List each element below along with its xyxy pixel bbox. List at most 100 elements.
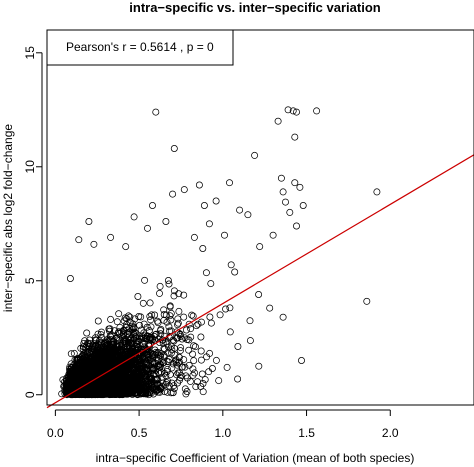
data-point xyxy=(128,358,136,366)
data-point xyxy=(156,282,164,290)
data-point xyxy=(251,151,259,159)
data-point xyxy=(135,387,143,395)
data-point xyxy=(106,327,114,335)
data-point xyxy=(156,289,163,297)
data-point xyxy=(197,383,205,390)
data-point xyxy=(188,311,196,319)
data-point xyxy=(192,383,200,391)
data-point xyxy=(157,327,164,335)
data-point xyxy=(145,327,153,334)
data-point xyxy=(156,352,164,359)
data-point xyxy=(152,108,160,116)
data-point xyxy=(296,183,304,191)
data-point xyxy=(227,261,235,269)
data-point xyxy=(206,313,214,321)
data-point xyxy=(199,245,207,252)
data-point xyxy=(151,346,159,354)
data-point xyxy=(181,363,189,371)
data-point xyxy=(299,202,307,209)
data-point xyxy=(206,349,214,357)
data-point xyxy=(182,326,190,334)
data-point xyxy=(117,390,125,398)
data-point xyxy=(126,313,134,321)
data-point xyxy=(124,378,132,386)
data-point xyxy=(198,318,205,326)
data-point xyxy=(174,321,181,329)
data-point xyxy=(151,336,158,344)
data-point xyxy=(81,337,89,345)
data-point xyxy=(134,372,142,380)
data-point xyxy=(98,333,106,341)
data-point xyxy=(108,374,115,381)
data-point xyxy=(118,342,126,350)
data-point xyxy=(212,356,220,364)
data-point xyxy=(69,382,77,390)
data-point xyxy=(256,243,264,251)
data-point xyxy=(167,342,175,350)
data-point xyxy=(205,220,213,228)
data-point xyxy=(117,346,125,354)
data-point xyxy=(191,343,199,351)
data-point xyxy=(167,316,175,324)
data-point xyxy=(176,330,184,338)
data-point xyxy=(208,365,216,372)
data-point xyxy=(86,336,94,344)
data-point xyxy=(137,375,145,383)
data-point xyxy=(67,350,75,358)
data-point xyxy=(122,338,130,346)
data-point xyxy=(180,186,188,194)
data-point xyxy=(171,351,179,359)
data-point xyxy=(177,344,185,352)
data-point xyxy=(187,325,195,333)
data-point xyxy=(164,277,172,284)
data-point xyxy=(234,375,242,383)
data-point xyxy=(94,317,102,325)
data-point xyxy=(189,312,197,320)
data-point xyxy=(129,339,137,347)
data-point xyxy=(194,320,202,328)
data-point xyxy=(162,218,170,225)
data-point xyxy=(166,371,174,379)
data-point xyxy=(122,366,130,374)
data-point xyxy=(141,276,149,284)
data-point xyxy=(140,380,148,387)
data-point xyxy=(162,338,170,346)
data-point xyxy=(166,312,174,320)
data-point xyxy=(146,388,153,396)
data-point xyxy=(183,336,191,343)
data-point xyxy=(77,384,85,392)
data-point xyxy=(107,233,115,241)
data-point xyxy=(176,347,184,355)
data-point xyxy=(153,317,161,325)
data-point xyxy=(135,356,143,364)
data-point xyxy=(274,117,282,125)
data-point xyxy=(185,346,193,354)
data-point xyxy=(195,181,203,189)
data-point xyxy=(66,381,74,389)
data-point xyxy=(124,348,132,356)
data-point xyxy=(175,290,183,298)
data-point xyxy=(124,389,132,397)
data-point xyxy=(170,382,178,390)
data-point xyxy=(149,364,157,372)
data-point xyxy=(167,389,175,397)
data-point xyxy=(226,179,233,187)
data-point xyxy=(162,311,170,319)
data-point xyxy=(226,328,234,336)
data-point xyxy=(185,361,193,369)
data-point xyxy=(181,385,189,393)
data-point xyxy=(94,378,102,386)
data-point xyxy=(178,363,186,371)
data-point xyxy=(168,349,175,357)
data-point xyxy=(137,388,145,396)
data-point xyxy=(131,345,139,353)
data-point xyxy=(289,107,297,115)
data-point xyxy=(169,190,177,198)
data-point xyxy=(174,319,182,327)
data-point xyxy=(143,333,151,341)
data-point xyxy=(142,351,150,358)
data-point xyxy=(156,360,164,368)
data-point xyxy=(137,385,145,393)
data-point xyxy=(175,307,183,315)
data-point xyxy=(139,299,147,307)
